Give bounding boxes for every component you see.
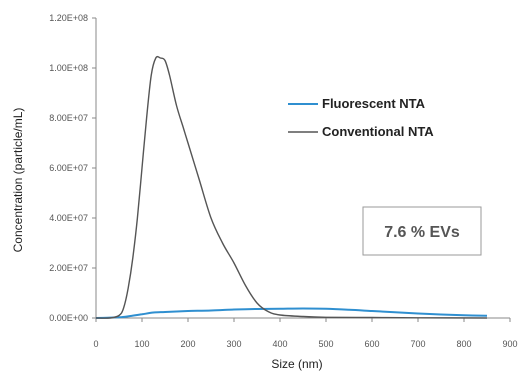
legend-label-fluorescent: Fluorescent NTA bbox=[322, 96, 426, 111]
x-tick-label: 700 bbox=[410, 339, 425, 349]
y-tick-label: 1.20E+08 bbox=[49, 13, 88, 23]
legend: Fluorescent NTA Conventional NTA bbox=[288, 96, 434, 139]
legend-label-conventional: Conventional NTA bbox=[322, 124, 434, 139]
x-tick-label: 300 bbox=[226, 339, 241, 349]
y-tick-label: 1.00E+08 bbox=[49, 63, 88, 73]
x-tick-label: 400 bbox=[272, 339, 287, 349]
x-tick-label: 0 bbox=[93, 339, 98, 349]
x-tick-label: 100 bbox=[134, 339, 149, 349]
x-tick-label: 500 bbox=[318, 339, 333, 349]
x-tick-label: 200 bbox=[180, 339, 195, 349]
x-tick-label: 900 bbox=[502, 339, 517, 349]
y-tick-label: 0.00E+00 bbox=[49, 313, 88, 323]
y-tick-label: 6.00E+07 bbox=[49, 163, 88, 173]
y-tick-label: 8.00E+07 bbox=[49, 113, 88, 123]
x-axis-title: Size (nm) bbox=[271, 357, 322, 371]
series-line-conventional-nta bbox=[95, 55, 488, 319]
x-tick-label: 600 bbox=[364, 339, 379, 349]
y-axis-title: Concentration (particle/mL) bbox=[11, 108, 25, 253]
y-tick-label: 4.00E+07 bbox=[49, 213, 88, 223]
ev-percentage-annotation: 7.6 % EVs bbox=[362, 206, 482, 256]
y-tick-label: 2.00E+07 bbox=[49, 263, 88, 273]
x-tick-label: 800 bbox=[456, 339, 471, 349]
annotation-text: 7.6 % EVs bbox=[384, 224, 460, 241]
series-line-fluorescent-nta bbox=[95, 307, 488, 319]
annotation-box bbox=[362, 206, 482, 256]
